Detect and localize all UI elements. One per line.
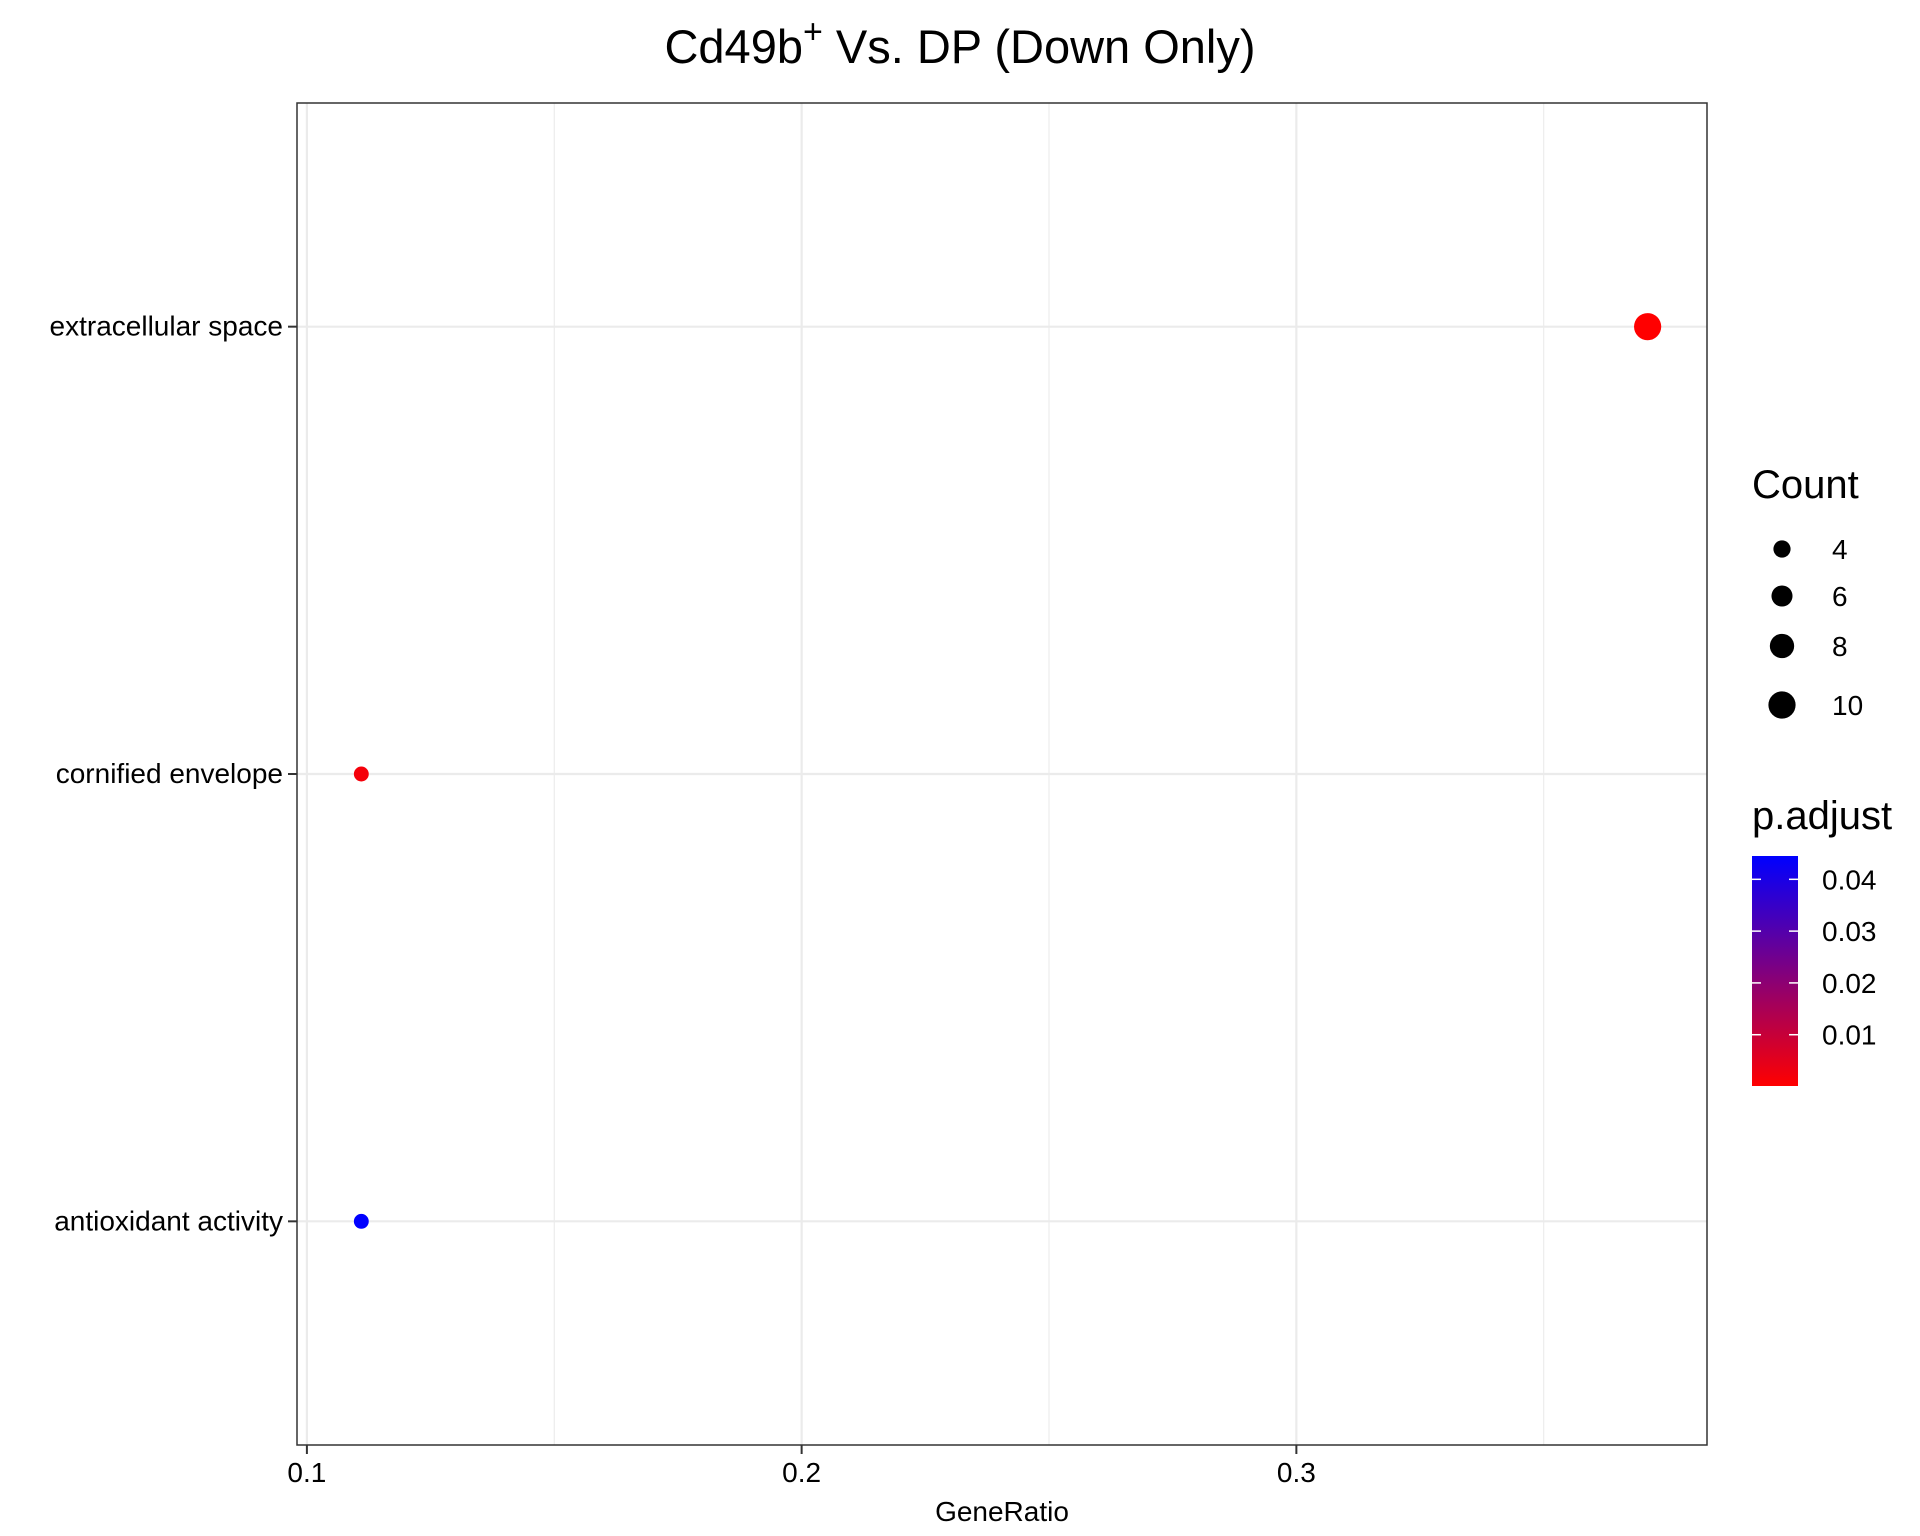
p-adjust-tick-label: 0.02 xyxy=(1822,968,1877,999)
p-adjust-tick-label: 0.04 xyxy=(1822,864,1877,895)
count-legend-label: 6 xyxy=(1832,581,1848,612)
count-legend-label: 8 xyxy=(1832,631,1848,662)
count-legend-label: 4 xyxy=(1832,534,1848,565)
p-adjust-tick-label: 0.03 xyxy=(1822,916,1877,947)
count-legend-label: 10 xyxy=(1832,690,1863,721)
grid-lines xyxy=(297,103,1707,1445)
count-legend-key xyxy=(1769,633,1795,659)
chart-title-superscript: + xyxy=(803,13,823,51)
data-point xyxy=(353,766,369,782)
count-legend-key xyxy=(1768,691,1796,719)
p-adjust-legend-title: p.adjust xyxy=(1752,794,1892,838)
y-tick-label: cornified envelope xyxy=(56,758,283,789)
data-point xyxy=(1634,313,1662,341)
p-adjust-legend: p.adjust 0.04 0.03 0.02 0.01 xyxy=(1752,794,1892,1086)
count-legend: Count 4 6 8 10 xyxy=(1752,463,1863,721)
x-tick-label: 0.3 xyxy=(1277,1457,1316,1488)
chart-title-main: Cd49b xyxy=(664,20,803,73)
x-axis: 0.1 0.2 0.3 xyxy=(287,1445,1316,1488)
count-legend-title: Count xyxy=(1752,463,1859,507)
data-points xyxy=(353,313,1662,1229)
y-axis: antioxidant activity cornified envelope ex… xyxy=(50,311,297,1236)
p-adjust-colorbar xyxy=(1752,856,1798,1086)
x-axis-title: GeneRatio xyxy=(935,1496,1069,1527)
x-tick-label: 0.2 xyxy=(782,1457,821,1488)
y-tick-label: extracellular space xyxy=(50,311,283,342)
count-legend-key xyxy=(1771,585,1793,607)
data-point xyxy=(353,1213,369,1229)
x-tick-label: 0.1 xyxy=(287,1457,326,1488)
p-adjust-tick-label: 0.01 xyxy=(1822,1020,1877,1051)
y-tick-label: antioxidant activity xyxy=(54,1205,283,1236)
chart-title-rest: Vs. DP (Down Only) xyxy=(823,20,1256,73)
chart-title: Cd49b+ Vs. DP (Down Only) xyxy=(664,13,1255,73)
count-legend-key xyxy=(1773,540,1791,558)
